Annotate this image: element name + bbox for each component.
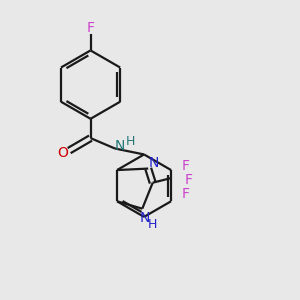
Text: N: N	[140, 211, 151, 225]
Text: N: N	[115, 139, 125, 153]
Text: F: F	[182, 187, 189, 201]
Text: O: O	[57, 146, 68, 160]
Text: H: H	[126, 136, 135, 148]
Text: H: H	[148, 218, 158, 231]
Text: F: F	[185, 173, 193, 187]
Text: F: F	[87, 21, 94, 35]
Text: F: F	[182, 159, 189, 173]
Text: N: N	[149, 156, 159, 170]
